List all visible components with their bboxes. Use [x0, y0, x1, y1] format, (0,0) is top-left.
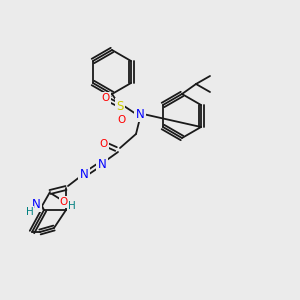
Text: O: O	[102, 93, 110, 103]
Text: O: O	[60, 197, 68, 207]
Text: O: O	[100, 139, 108, 149]
Text: N: N	[80, 167, 88, 181]
Text: H: H	[26, 207, 34, 217]
Text: N: N	[98, 158, 106, 170]
Text: O: O	[118, 115, 126, 125]
Text: H: H	[68, 201, 76, 211]
Text: N: N	[136, 107, 144, 121]
Text: N: N	[32, 197, 40, 211]
Text: S: S	[116, 100, 124, 112]
